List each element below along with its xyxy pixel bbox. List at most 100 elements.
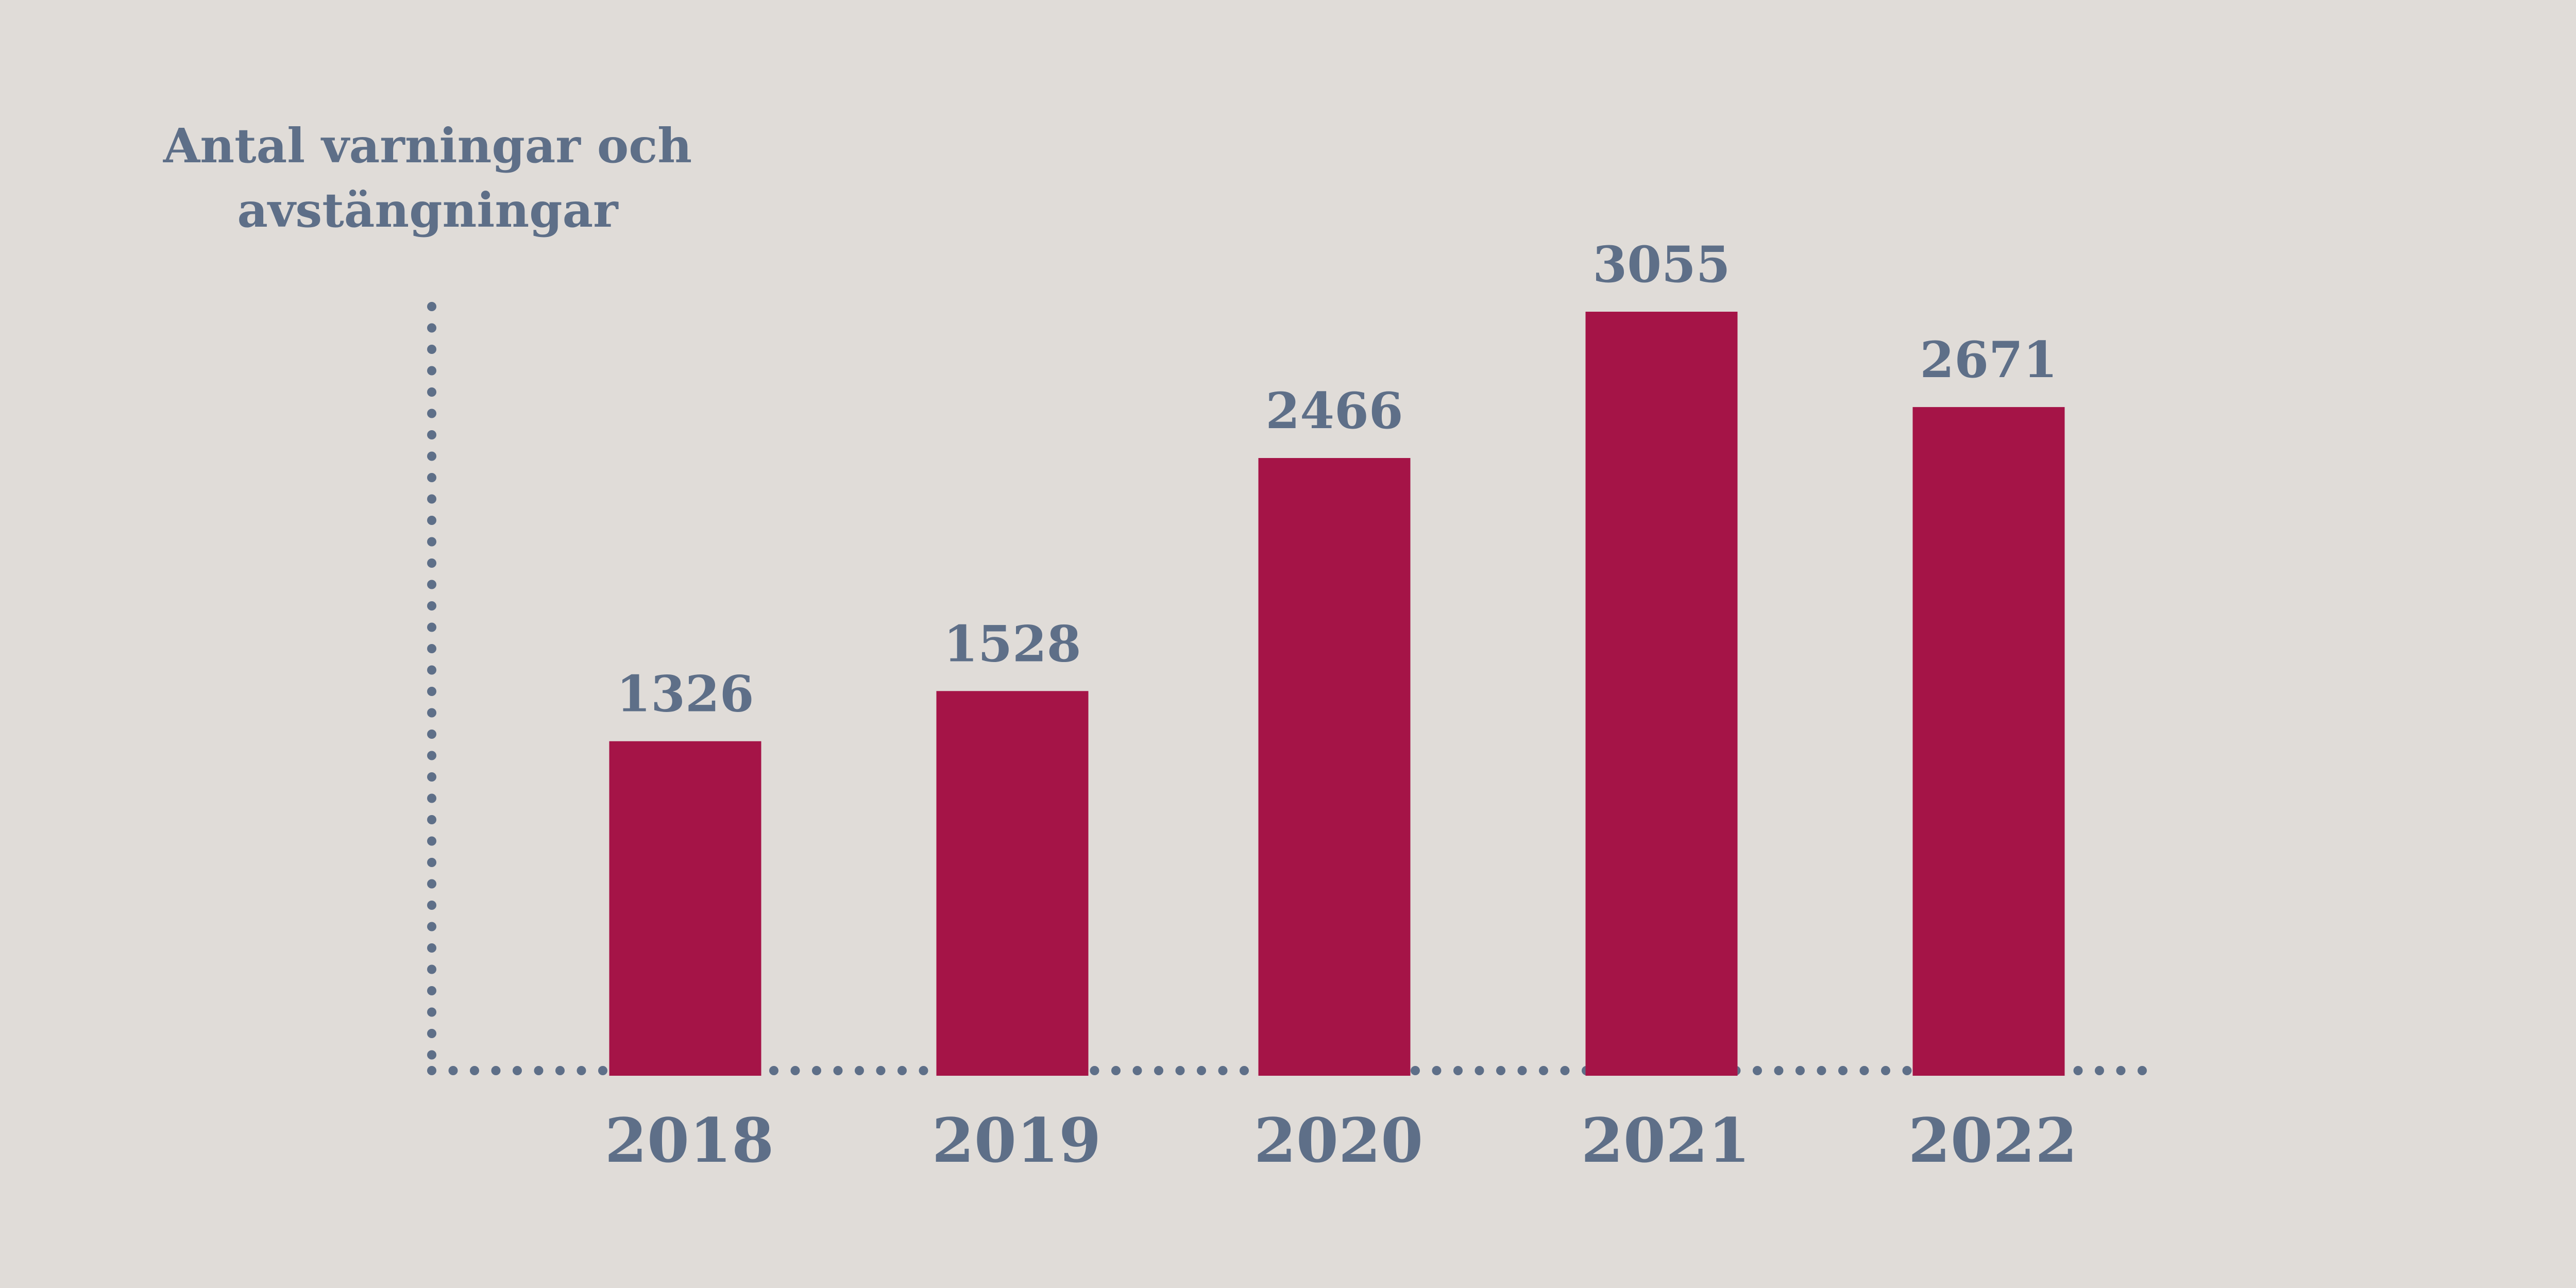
bar-2022: [1912, 407, 2065, 1076]
y-axis-dot: [427, 516, 436, 525]
y-axis-dot: [427, 409, 436, 418]
y-axis-dot: [427, 644, 436, 653]
y-axis-dot: [427, 1050, 436, 1060]
y-axis-dot: [427, 302, 436, 311]
y-axis-dot: [427, 323, 436, 333]
y-axis-dot: [427, 473, 436, 482]
x-axis-dot: [1496, 1066, 1505, 1075]
y-axis-dot: [427, 494, 436, 504]
x-axis-dot: [1774, 1066, 1784, 1075]
x-axis-dot: [790, 1066, 800, 1075]
x-axis-dot: [1795, 1066, 1805, 1075]
y-axis-dot: [427, 366, 436, 376]
x-tick-label-2020: 2020: [1254, 1105, 1423, 1176]
x-axis-dot: [1240, 1066, 1249, 1075]
x-axis-dot: [1475, 1066, 1484, 1075]
x-axis-dot: [448, 1066, 458, 1075]
x-tick-label-2022: 2022: [1908, 1105, 2077, 1176]
y-axis-dot: [427, 622, 436, 632]
x-tick-label-2021: 2021: [1581, 1105, 1750, 1176]
x-axis-dot: [876, 1066, 886, 1075]
x-tick-label-2019: 2019: [932, 1105, 1101, 1176]
x-axis-dot: [555, 1066, 565, 1075]
y-axis-dotted-line: [427, 302, 436, 1060]
x-axis-dot: [1090, 1066, 1099, 1075]
x-axis-dot: [897, 1066, 907, 1075]
x-axis-dot: [1132, 1066, 1142, 1075]
x-axis-dot: [534, 1066, 544, 1075]
x-axis-dot: [1197, 1066, 1206, 1075]
bar-2020: [1258, 458, 1411, 1076]
x-axis-dot: [1175, 1066, 1185, 1075]
x-axis-dot: [1817, 1066, 1826, 1075]
x-axis-dot: [1881, 1066, 1890, 1075]
x-axis-dot: [1539, 1066, 1548, 1075]
x-axis-dot: [577, 1066, 586, 1075]
y-axis-dot: [427, 537, 436, 547]
data-labels-group: 1326 1528 2466 3055 2671: [616, 235, 2057, 723]
x-axis-dot: [470, 1066, 479, 1075]
x-axis-dot: [598, 1066, 607, 1075]
x-axis-dot: [769, 1066, 778, 1075]
y-axis-dot: [427, 1029, 436, 1038]
y-axis-dot: [427, 580, 436, 589]
y-axis-dot: [427, 558, 436, 568]
x-axis-dot: [1838, 1066, 1848, 1075]
data-label-2022: 2671: [1920, 331, 2057, 389]
y-axis-dot: [427, 430, 436, 439]
y-axis-dot: [427, 922, 436, 931]
x-axis-dot: [1560, 1066, 1570, 1075]
x-axis-dot: [1154, 1066, 1163, 1075]
y-axis-dot: [427, 751, 436, 760]
x-axis-dot: [855, 1066, 864, 1075]
y-axis-dot: [427, 708, 436, 718]
x-axis-dot: [1859, 1066, 1869, 1075]
y-axis-dot: [427, 451, 436, 461]
y-axis-dot: [427, 879, 436, 889]
x-axis-dot: [833, 1066, 843, 1075]
data-label-2020: 2466: [1265, 382, 1403, 440]
x-axis-dot: [1432, 1066, 1442, 1075]
x-axis-dot: [491, 1066, 501, 1075]
x-axis-dot: [2116, 1066, 2126, 1075]
y-axis-dot: [427, 1007, 436, 1017]
y-axis-title-line-2: avstängningar: [237, 182, 619, 238]
y-axis-dot: [427, 772, 436, 782]
y-axis-dot: [427, 815, 436, 824]
x-axis-dot: [1517, 1066, 1527, 1075]
x-axis-dot: [1218, 1066, 1228, 1075]
data-label-2021: 3055: [1592, 235, 1730, 294]
y-axis-dot: [427, 687, 436, 696]
y-axis-dot: [427, 964, 436, 974]
y-axis-dot: [427, 665, 436, 675]
data-label-2019: 1528: [943, 615, 1081, 673]
y-axis-dot: [427, 730, 436, 739]
x-axis-dot: [427, 1066, 436, 1075]
x-axis-dot: [1453, 1066, 1463, 1075]
x-axis-dot: [1902, 1066, 1912, 1075]
bar-2019: [936, 691, 1089, 1076]
x-axis-dot: [1111, 1066, 1121, 1075]
y-axis-dot: [427, 345, 436, 354]
x-axis-dot: [2138, 1066, 2147, 1075]
bars-group: [609, 312, 2065, 1076]
x-axis-dot: [2073, 1066, 2083, 1075]
y-axis-dot: [427, 836, 436, 846]
x-tick-labels-group: 2018 2019 2020 2021 2022: [605, 1105, 2077, 1176]
y-axis-dot: [427, 986, 436, 995]
y-axis-dot: [427, 858, 436, 867]
x-axis-dot: [1753, 1066, 1762, 1075]
y-axis-dot: [427, 793, 436, 803]
y-axis-dot: [427, 901, 436, 910]
data-label-2018: 1326: [616, 665, 754, 723]
x-axis-dot: [513, 1066, 522, 1075]
y-axis-dot: [427, 601, 436, 611]
x-axis-dot: [812, 1066, 821, 1075]
y-axis-dot: [427, 387, 436, 397]
y-axis-dot: [427, 943, 436, 953]
x-axis-dot: [1411, 1066, 1420, 1075]
bar-2021: [1585, 312, 1738, 1076]
x-axis-dot: [2095, 1066, 2104, 1075]
x-tick-label-2018: 2018: [605, 1105, 774, 1176]
